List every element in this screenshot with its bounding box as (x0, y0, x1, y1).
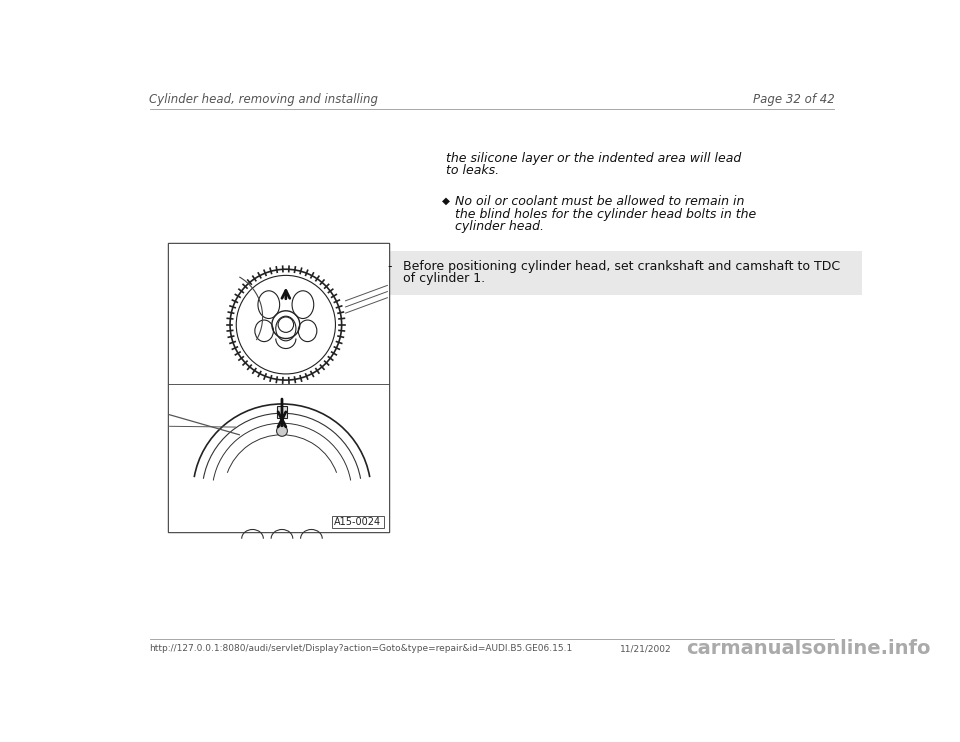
Bar (331, 516, 384, 528)
Text: No oil or coolant must be allowed to remain in: No oil or coolant must be allowed to rem… (455, 195, 744, 209)
Text: Cylinder head, removing and installing: Cylinder head, removing and installing (150, 93, 378, 106)
Text: carmanualsonline.info: carmanualsonline.info (685, 640, 930, 658)
Circle shape (276, 425, 287, 436)
Text: of cylinder 1.: of cylinder 1. (403, 272, 485, 286)
Text: ◆: ◆ (442, 195, 449, 206)
Bar (168, 243, 389, 384)
Text: the silicone layer or the indented area will lead: the silicone layer or the indented area … (445, 152, 741, 165)
Text: the blind holes for the cylinder head bolts in the: the blind holes for the cylinder head bo… (455, 208, 756, 220)
Bar (277, 406, 287, 418)
Text: 11/21/2002: 11/21/2002 (620, 644, 671, 653)
Text: http://127.0.0.1:8080/audi/servlet/Display?action=Goto&type=repair&id=AUDI.B5.GE: http://127.0.0.1:8080/audi/servlet/Displ… (150, 644, 573, 653)
Text: cylinder head.: cylinder head. (455, 220, 543, 233)
Text: A15-0024: A15-0024 (334, 517, 381, 527)
Text: -: - (388, 260, 392, 273)
Text: Before positioning cylinder head, set crankshaft and camshaft to TDC: Before positioning cylinder head, set cr… (403, 260, 840, 273)
Text: to leaks.: to leaks. (445, 165, 498, 177)
Bar (168, 243, 389, 532)
Bar (168, 384, 389, 532)
Text: Page 32 of 42: Page 32 of 42 (753, 93, 834, 106)
Bar (168, 251, 862, 295)
